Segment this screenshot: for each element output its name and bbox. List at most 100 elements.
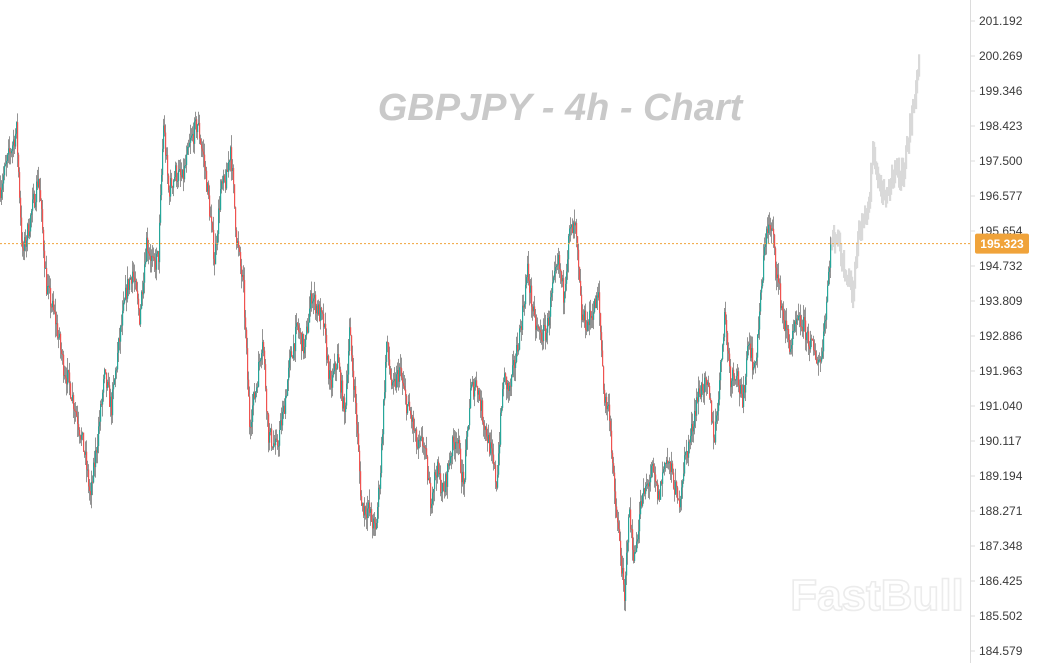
- candle-body-up: [260, 359, 262, 362]
- candle-body-up: [718, 399, 720, 412]
- candle-body-up: [194, 121, 196, 144]
- candle-body-up: [465, 449, 467, 480]
- candle-body-up: [151, 255, 153, 261]
- candle: [783, 301, 785, 330]
- candle-body-down: [539, 328, 541, 331]
- candle-body-down: [729, 353, 731, 367]
- candle: [613, 456, 615, 477]
- candle-body-up: [392, 382, 394, 386]
- candle-body-up: [332, 375, 334, 388]
- candle: [73, 392, 75, 418]
- candle-body-up: [821, 357, 823, 362]
- candle: [259, 353, 261, 371]
- candle-body-up: [716, 415, 718, 422]
- candle: [307, 318, 309, 334]
- candle: [420, 435, 422, 448]
- candle: [80, 434, 82, 444]
- candle: [820, 356, 822, 372]
- candle: [581, 286, 583, 328]
- candle: [534, 295, 536, 318]
- candle-body-up: [731, 380, 733, 388]
- candle: [554, 261, 556, 281]
- candle-body-up: [122, 310, 124, 326]
- candle-body-down: [321, 307, 323, 313]
- candle-body-down: [692, 423, 694, 432]
- candle-body-down: [34, 193, 36, 208]
- candle: [92, 475, 94, 496]
- candle-body-up: [160, 195, 162, 223]
- candle-body-up: [385, 361, 387, 393]
- candle: [209, 185, 211, 221]
- candle: [229, 159, 231, 171]
- candle: [656, 480, 658, 487]
- candle-body-up: [467, 429, 469, 437]
- candle: [603, 365, 605, 394]
- candle: [358, 422, 360, 453]
- candle-body-down: [264, 350, 266, 365]
- candle: [305, 334, 307, 359]
- candle-body-up: [166, 154, 168, 156]
- candle: [33, 183, 35, 204]
- candle-body-up: [791, 345, 793, 349]
- candle: [144, 252, 146, 294]
- candle: [267, 411, 269, 427]
- candle: [606, 392, 608, 416]
- candle-body-down: [665, 462, 667, 465]
- candle: [601, 325, 603, 358]
- candle: [143, 272, 145, 299]
- candle-body-up: [596, 295, 598, 309]
- candle-body-up: [174, 177, 176, 181]
- candle: [456, 432, 458, 454]
- price-tick-label: 194.732: [979, 259, 1023, 273]
- candle: [184, 158, 186, 183]
- candle: [18, 152, 20, 178]
- candle: [204, 143, 206, 180]
- candle: [287, 378, 289, 397]
- candle: [308, 313, 310, 334]
- candle: [721, 358, 723, 372]
- candle: [9, 136, 11, 165]
- candle-body-up: [144, 264, 146, 283]
- candle-body-up: [747, 346, 749, 359]
- candle: [112, 382, 114, 424]
- candle: [669, 457, 671, 475]
- candle: [760, 289, 762, 315]
- candle-body-down: [171, 178, 173, 187]
- candle-body-down: [90, 491, 92, 496]
- candle: [187, 142, 189, 155]
- candle-body-up: [819, 359, 821, 361]
- candle-body-down: [772, 228, 774, 230]
- candle-body-up: [82, 432, 84, 435]
- candle-body-down: [491, 442, 493, 449]
- candle: [565, 276, 567, 299]
- candle-body-down: [739, 385, 741, 394]
- candle-body-up: [685, 451, 687, 456]
- candle-body-down: [268, 414, 270, 443]
- candle: [322, 310, 324, 320]
- candle: [274, 434, 276, 447]
- candle: [693, 420, 695, 443]
- candle-body-up: [501, 407, 503, 413]
- candle: [734, 373, 736, 386]
- candle-body-down: [506, 376, 508, 390]
- price-axis-background[interactable]: [970, 0, 1040, 663]
- candle-body-up: [162, 148, 164, 175]
- candle-body-down: [39, 178, 41, 191]
- candle: [411, 406, 413, 429]
- candle-body-up: [533, 306, 535, 312]
- candle: [422, 425, 424, 453]
- candle-body-up: [370, 508, 372, 513]
- candle-body-up: [124, 299, 126, 303]
- candle-body-down: [653, 463, 655, 472]
- candle: [172, 185, 174, 195]
- candle-body-up: [593, 312, 595, 320]
- candle: [426, 436, 428, 459]
- candle-body-up: [26, 240, 28, 247]
- candle-body-up: [781, 305, 783, 309]
- candle: [123, 291, 125, 314]
- candle-body-up: [33, 193, 35, 200]
- candle: [238, 231, 240, 257]
- candle-body-down: [699, 388, 701, 394]
